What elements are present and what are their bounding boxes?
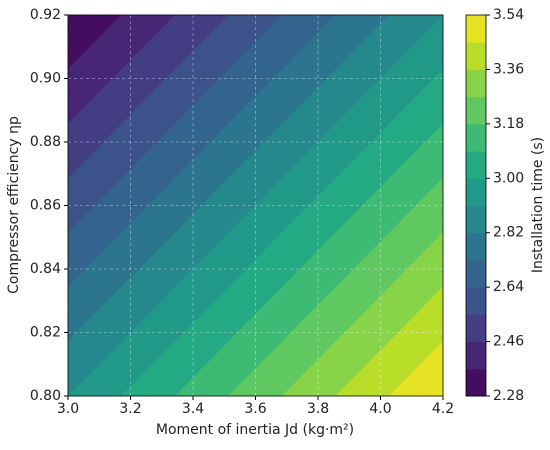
colorbar-band <box>466 123 486 152</box>
contour-field <box>67 14 444 397</box>
x-axis-label: Moment of inertia Jd (kg·m²) <box>156 422 354 438</box>
colorbar-band <box>466 178 486 206</box>
colorbar-band <box>466 15 486 43</box>
x-tick-label: 4.2 <box>432 401 454 417</box>
colorbar-tick-label: 3.36 <box>493 61 524 77</box>
colorbar-band <box>466 232 486 261</box>
x-tick-label: 3.0 <box>57 401 79 417</box>
x-tick-label: 3.8 <box>307 401 329 417</box>
y-axis-label: Compressor efficiency ηp <box>6 116 22 294</box>
y-tick-label: 0.82 <box>30 325 61 341</box>
colorbar-tick-label: 3.00 <box>493 170 524 186</box>
x-tick-label: 3.4 <box>182 401 204 417</box>
colorbar-band <box>466 205 486 234</box>
colorbar-tick-label: 2.46 <box>493 334 524 350</box>
colorbar-band <box>466 69 486 98</box>
x-tick-label: 3.2 <box>119 401 141 417</box>
colorbar-tick-label: 2.28 <box>493 388 524 404</box>
colorbar-label: Installation time (s) <box>530 137 546 273</box>
colorbar-tick-label: 2.82 <box>493 225 524 241</box>
colorbar-band <box>466 287 486 315</box>
colorbar-band <box>466 368 486 397</box>
y-tick-label: 0.90 <box>30 71 61 87</box>
y-tick-label: 0.80 <box>30 388 61 404</box>
y-tick-label: 0.86 <box>30 198 61 214</box>
colorbar-tick-label: 2.64 <box>493 279 524 295</box>
colorbar-tick-label: 3.54 <box>493 7 524 23</box>
colorbar-band <box>466 314 486 343</box>
x-tick-label: 3.6 <box>244 401 266 417</box>
y-tick-label: 0.92 <box>30 7 61 23</box>
y-tick-label: 0.84 <box>30 261 61 277</box>
colorbar-band <box>466 42 486 70</box>
colorbar-tick-label: 3.18 <box>493 116 524 132</box>
colorbar-band <box>466 341 486 370</box>
plot-frame <box>67 14 444 397</box>
colorbar-frame <box>465 14 487 397</box>
colorbar-band <box>466 151 486 179</box>
colorbar-band <box>466 96 486 125</box>
colorbar-band <box>466 259 486 288</box>
y-tick-label: 0.88 <box>30 134 61 150</box>
x-tick-label: 4.0 <box>369 401 391 417</box>
